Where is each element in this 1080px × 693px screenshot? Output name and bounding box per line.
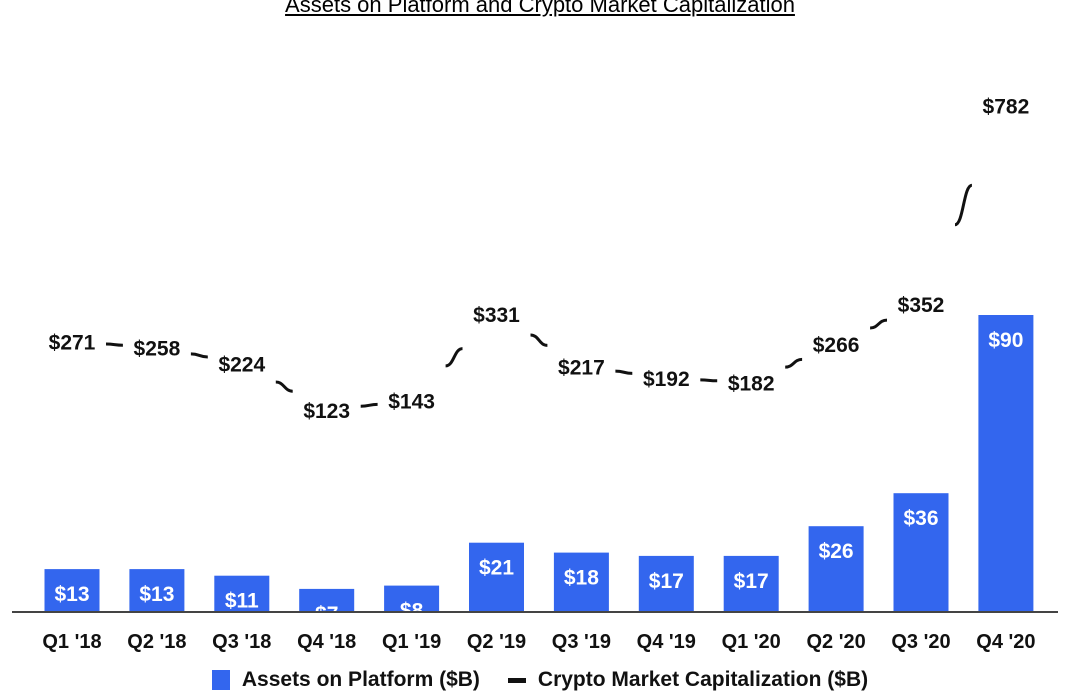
x-tick-label-7: Q4 '19 bbox=[637, 631, 696, 653]
x-tick-label-6: Q3 '19 bbox=[552, 631, 611, 653]
x-tick-label-0: Q1 '18 bbox=[42, 631, 101, 653]
bar-6 bbox=[553, 552, 609, 612]
bar-2 bbox=[214, 575, 270, 612]
x-tick-label-9: Q2 '20 bbox=[806, 631, 865, 653]
x-tick-label-11: Q4 '20 bbox=[976, 631, 1035, 653]
bar-0 bbox=[44, 569, 100, 612]
line-label-10: $352 bbox=[898, 294, 945, 317]
line-label-1: $258 bbox=[134, 338, 181, 361]
line-label-8: $182 bbox=[728, 373, 775, 396]
line-label-4: $143 bbox=[388, 391, 435, 414]
line-label-0: $271 bbox=[49, 332, 96, 355]
bar-4 bbox=[384, 585, 440, 612]
bar-7 bbox=[638, 555, 694, 612]
bar-10 bbox=[893, 493, 949, 612]
bar-11 bbox=[978, 315, 1034, 612]
bar-label-6: $18 bbox=[564, 567, 599, 590]
bar-label-9: $26 bbox=[819, 540, 854, 563]
bar-label-5: $21 bbox=[479, 557, 514, 580]
legend-item-market-cap: Crypto Market Capitalization ($B) bbox=[507, 668, 869, 692]
bar-label-8: $17 bbox=[734, 570, 769, 593]
legend-label-assets: Assets on Platform ($B) bbox=[241, 668, 480, 691]
chart-title: Assets on Platform and Crypto Market Cap… bbox=[285, 0, 795, 17]
x-tick-label-10: Q3 '20 bbox=[891, 631, 950, 653]
bar-label-0: $13 bbox=[54, 583, 89, 606]
legend-item-assets: Assets on Platform ($B) bbox=[211, 668, 480, 692]
line-label-2: $224 bbox=[218, 353, 265, 376]
bar-9 bbox=[808, 526, 864, 612]
bar-3 bbox=[299, 588, 355, 612]
bar-label-7: $17 bbox=[649, 570, 684, 593]
line-label-11: $782 bbox=[983, 96, 1030, 119]
line-label-7: $192 bbox=[643, 368, 690, 391]
legend: Assets on Platform ($B) Crypto Market Ca… bbox=[0, 668, 1080, 692]
bar-label-2: $11 bbox=[225, 590, 259, 613]
line-label-6: $217 bbox=[558, 357, 605, 380]
bar-label-10: $36 bbox=[903, 507, 938, 530]
bar-label-11: $90 bbox=[988, 329, 1023, 352]
bar-label-1: $13 bbox=[139, 583, 174, 606]
x-tick-label-5: Q2 '19 bbox=[467, 631, 526, 653]
line-label-9: $266 bbox=[813, 334, 860, 357]
bar-5 bbox=[469, 542, 524, 612]
bar-label-3: $7 bbox=[315, 603, 338, 626]
x-tick-label-4: Q1 '19 bbox=[382, 631, 441, 653]
x-tick-label-1: Q2 '18 bbox=[127, 631, 186, 653]
line-label-3: $123 bbox=[303, 400, 350, 423]
bar-8 bbox=[723, 555, 779, 612]
bar-1 bbox=[129, 569, 185, 612]
legend-swatch-line bbox=[507, 677, 526, 683]
legend-swatch-bar bbox=[211, 670, 230, 690]
legend-label-market-cap: Crypto Market Capitalization ($B) bbox=[537, 668, 869, 691]
market-cap-line bbox=[105, 183, 973, 408]
line-label-5: $331 bbox=[473, 304, 520, 327]
x-tick-label-8: Q1 '20 bbox=[722, 631, 781, 653]
x-tick-label-2: Q3 '18 bbox=[212, 631, 271, 653]
x-tick-label-3: Q4 '18 bbox=[297, 631, 356, 653]
